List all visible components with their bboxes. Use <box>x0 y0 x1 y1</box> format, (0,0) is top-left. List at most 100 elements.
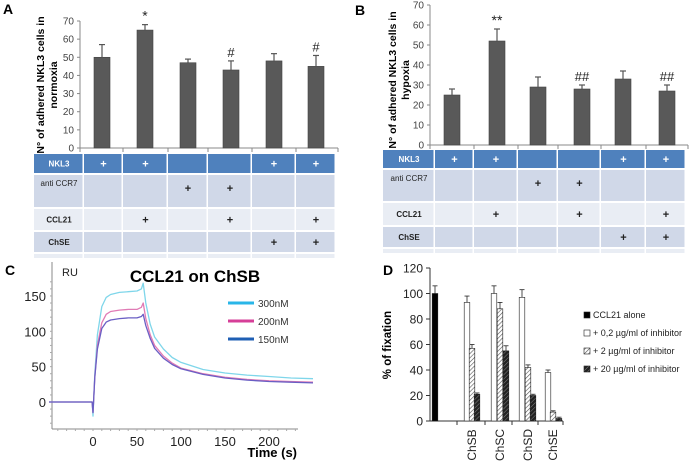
y-tick-label: 120 <box>403 262 423 276</box>
table-cell-mark: + <box>100 159 106 171</box>
table-row-chse: ChSE + + <box>383 227 685 247</box>
y-tick-label: 150 <box>24 289 46 304</box>
panel-label-b: B <box>355 2 365 18</box>
x-tick-label: 50 <box>130 434 144 449</box>
legend-label: + 20 µg/ml of inhibitor <box>593 364 679 374</box>
bar <box>443 94 461 146</box>
table-cell <box>474 170 517 201</box>
y-tick-label: 100 <box>403 287 423 301</box>
table-cell <box>208 209 251 230</box>
table-cell <box>383 249 434 253</box>
table-cell-mark: + <box>620 232 626 244</box>
table-cell-mark: + <box>227 215 233 227</box>
table-cell <box>601 170 645 201</box>
bar <box>529 86 547 146</box>
table-cell-mark: + <box>271 159 277 171</box>
y-axis-label: % of fixation <box>382 311 394 379</box>
y-tick-label: 20 <box>413 101 425 112</box>
chart-title: CCL21 on ChSB <box>130 267 260 286</box>
table-cell <box>168 232 207 252</box>
bar-chsc <box>502 350 510 422</box>
series-line-200nM <box>49 302 314 414</box>
bar <box>488 40 506 146</box>
category-label: ChSC <box>493 429 507 461</box>
bar-ccl21-alone <box>431 293 439 422</box>
table-row-label: NKL3 <box>399 155 420 164</box>
table-row-nkl3: NKL3 + + + + <box>34 154 335 173</box>
table-cell <box>601 227 645 247</box>
legend-label: 150nM <box>258 335 289 346</box>
y-tick-label: 0 <box>416 415 423 429</box>
table-cell <box>252 154 295 173</box>
y-axis-label: N° of adhered NKL3 cells inhypoxia <box>387 11 412 148</box>
table-cell-mark: + <box>663 209 669 221</box>
bar-chsd <box>518 297 526 422</box>
bar-chse <box>549 411 557 422</box>
table-cell <box>296 175 335 207</box>
table-row-label: anti CCR7 <box>391 174 428 183</box>
table-row-label: CCL21 <box>46 216 72 225</box>
table-cell <box>558 227 600 247</box>
bar-chsc <box>490 293 498 422</box>
table-cell <box>518 203 557 225</box>
y-tick-label: 50 <box>32 360 46 375</box>
y-tick-label: 20 <box>63 107 75 118</box>
table-cell <box>435 227 473 247</box>
legend-label: CCL21 alone <box>593 310 646 320</box>
legend-label: 200nM <box>258 317 289 328</box>
legend-swatch <box>583 365 591 373</box>
significance-marker: ## <box>660 69 675 84</box>
significance-marker: ** <box>492 12 503 28</box>
x-tick-label: 200 <box>258 434 280 449</box>
table-row-ccl21: CCL21 + + + <box>34 209 335 230</box>
y-tick-label: 20 <box>410 389 424 403</box>
y-tick-label: 100 <box>24 324 46 339</box>
bar <box>136 29 154 149</box>
y-tick-label: 50 <box>413 41 425 52</box>
y-tick-label: 40 <box>410 364 424 378</box>
significance-marker: # <box>227 45 235 60</box>
table-cell <box>558 150 600 168</box>
y-tick-label: 10 <box>413 121 425 132</box>
y-tick-label: 70 <box>413 1 425 12</box>
y-tick-label: 30 <box>63 89 75 100</box>
y-tick-label: 40 <box>413 61 425 72</box>
table-cell <box>34 154 83 173</box>
legend-swatch <box>583 311 591 319</box>
table-cell <box>252 232 295 252</box>
table-cell-mark: + <box>451 154 457 166</box>
y-tick-label: 0 <box>39 395 46 410</box>
table-cell <box>168 154 207 173</box>
table-cell-mark: + <box>227 183 233 195</box>
table-cell-mark: + <box>493 209 499 221</box>
table-cell <box>646 150 685 168</box>
legend-swatch <box>583 347 591 355</box>
panel-label-c: C <box>5 262 15 278</box>
table-cell <box>518 170 557 201</box>
table-cell <box>646 227 685 247</box>
table-cell <box>34 254 83 258</box>
table-cell <box>601 249 645 253</box>
legend-label: 300nM <box>258 299 289 310</box>
table-cell <box>474 249 517 253</box>
y-tick-label: 80 <box>410 313 424 327</box>
table-cell <box>558 249 600 253</box>
panel-c: 0 50 100 150 0 50 100 150 200 RU CCL21 on ChSB Time… <box>24 262 314 460</box>
legend-label: + 2 µg/ml of inhibitor <box>593 346 674 356</box>
y-tick-label: 30 <box>413 81 425 92</box>
table-cell <box>252 209 295 230</box>
x-tick-label: 0 <box>89 434 96 449</box>
bar <box>573 88 591 146</box>
panel-a: 0 10 20 30 40 50 60 70 * # # N° of adhered NKL3 cel… <box>34 8 339 258</box>
x-axis-label: Time (s) <box>247 445 297 460</box>
bar <box>93 56 111 149</box>
series-line-300nM <box>49 282 314 417</box>
y-tick-label: 10 <box>63 125 75 136</box>
series-line-150nM <box>49 313 314 414</box>
table-cell <box>383 203 434 225</box>
bar <box>265 60 283 149</box>
category-label: ChSB <box>465 429 479 460</box>
table-cell <box>123 254 167 258</box>
